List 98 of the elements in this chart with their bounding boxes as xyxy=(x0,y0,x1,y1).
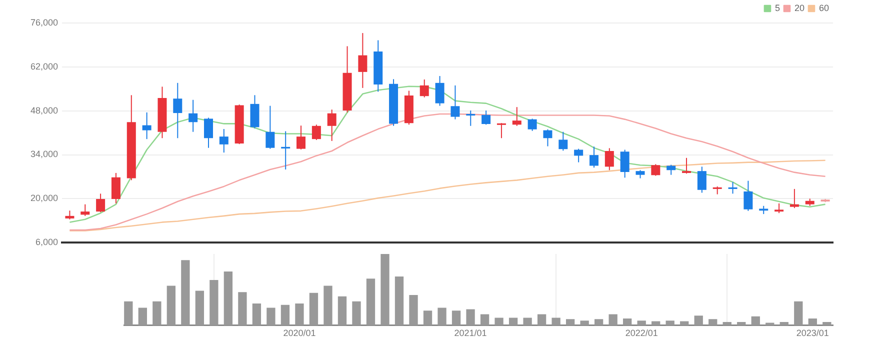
bar xyxy=(594,319,604,326)
y-tick-label: 6,000 xyxy=(35,237,58,248)
bar xyxy=(494,318,504,326)
candlestick xyxy=(173,82,182,139)
candlestick xyxy=(219,128,228,154)
bar xyxy=(166,286,176,326)
bar xyxy=(352,301,361,326)
x-tick-label: 2023/01 xyxy=(796,328,829,338)
bar xyxy=(580,320,589,326)
candlestick xyxy=(543,128,552,147)
bar xyxy=(366,278,376,326)
bar xyxy=(566,319,575,326)
candlestick xyxy=(204,117,213,148)
bar xyxy=(523,318,532,326)
bar xyxy=(195,290,204,326)
candlestick xyxy=(420,78,429,98)
bar xyxy=(380,254,390,326)
bar xyxy=(751,316,760,326)
bar xyxy=(822,322,832,326)
bar xyxy=(780,322,788,326)
candlestick xyxy=(774,202,784,214)
candlestick xyxy=(666,164,676,176)
candlestick xyxy=(111,172,120,204)
bar xyxy=(280,304,290,326)
x-tick-label: 2020/01 xyxy=(283,328,316,338)
bar xyxy=(309,292,318,326)
bar xyxy=(808,318,817,326)
legend-label: 5 xyxy=(774,2,780,13)
candlestick xyxy=(312,124,321,141)
candlestick xyxy=(682,157,692,174)
candlestick xyxy=(327,109,336,142)
bar xyxy=(210,280,218,326)
candlestick xyxy=(790,188,799,209)
bar xyxy=(152,301,162,326)
bar xyxy=(224,271,233,326)
candlestick xyxy=(528,118,537,132)
bar xyxy=(537,314,546,326)
bar xyxy=(766,322,774,326)
bar xyxy=(708,319,718,326)
bar xyxy=(737,322,746,326)
bar xyxy=(181,260,190,326)
y-tick-label: 48,000 xyxy=(30,105,58,116)
legend-label: 20 xyxy=(794,2,804,13)
bar xyxy=(508,318,518,326)
bar xyxy=(338,296,347,326)
bar xyxy=(637,320,646,326)
y-tick-label: 62,000 xyxy=(30,61,58,72)
x-tick-label: 2022/01 xyxy=(625,328,658,338)
candlestick xyxy=(450,84,460,120)
candlestick xyxy=(142,112,152,140)
bar xyxy=(124,301,133,326)
candlestick xyxy=(620,149,630,178)
candlestick xyxy=(188,99,198,132)
candlestick xyxy=(358,32,368,88)
bar xyxy=(722,322,732,326)
bar xyxy=(324,286,332,326)
bar xyxy=(252,304,262,326)
bar xyxy=(666,320,674,326)
bar xyxy=(295,304,304,326)
bar xyxy=(238,292,247,326)
candlestick xyxy=(80,204,90,216)
candlestick xyxy=(589,146,598,168)
candlestick xyxy=(266,105,275,150)
candlestick xyxy=(574,148,584,163)
bar xyxy=(452,310,461,326)
candlestick xyxy=(482,110,491,126)
bar xyxy=(409,294,418,326)
candlestick xyxy=(435,76,444,106)
candlestick xyxy=(558,131,568,152)
bar xyxy=(623,318,632,326)
candlestick xyxy=(512,106,522,126)
candlestick xyxy=(250,94,260,129)
bar xyxy=(438,308,446,326)
candlestick xyxy=(296,125,306,150)
bar xyxy=(138,308,147,326)
bar xyxy=(266,308,276,326)
bar xyxy=(694,316,703,326)
candlestick xyxy=(744,180,753,212)
bar xyxy=(423,310,432,326)
candlestick xyxy=(728,182,738,194)
candlestick xyxy=(604,148,614,171)
y-tick-label: 20,000 xyxy=(30,193,58,204)
y-tick-label: 34,000 xyxy=(30,149,58,160)
bar xyxy=(608,314,618,326)
legend-label: 60 xyxy=(818,2,830,13)
candlestick xyxy=(651,164,660,176)
bar xyxy=(394,276,404,326)
candlestick xyxy=(466,110,476,126)
bar xyxy=(794,301,803,326)
candlestick xyxy=(96,193,106,213)
candlestick xyxy=(496,122,506,139)
bar xyxy=(466,309,475,326)
x-tick-label: 2021/01 xyxy=(454,328,487,338)
bar xyxy=(480,314,490,326)
y-tick-label: 76,000 xyxy=(30,17,58,28)
candlestick xyxy=(697,166,706,194)
bar xyxy=(552,318,560,326)
candlestick xyxy=(281,130,290,170)
